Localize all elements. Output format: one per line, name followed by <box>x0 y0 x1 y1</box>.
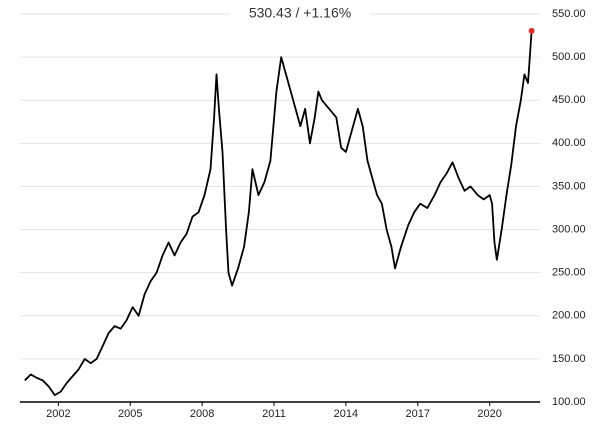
x-tick-label: 2017 <box>406 408 430 420</box>
x-tick-label: 2020 <box>477 408 501 420</box>
x-tick-label: 2002 <box>46 408 70 420</box>
last-point <box>528 27 535 34</box>
chart-title: 530.43 / +1.16% <box>249 5 351 21</box>
y-tick-label: 150.00 <box>552 353 586 365</box>
y-tick-label: 550.00 <box>552 8 586 20</box>
y-tick-label: 500.00 <box>552 51 586 63</box>
y-tick-label: 100.00 <box>552 396 586 408</box>
y-tick-label: 400.00 <box>552 137 586 149</box>
price-line <box>24 30 533 397</box>
title-bg <box>230 4 370 24</box>
y-tick-label: 350.00 <box>552 180 586 192</box>
x-tick-label: 2011 <box>262 408 286 420</box>
y-tick-label: 200.00 <box>552 310 586 322</box>
x-tick-label: 2008 <box>190 408 214 420</box>
x-tick-label: 2005 <box>118 408 142 420</box>
y-tick-label: 450.00 <box>552 94 586 106</box>
y-tick-label: 300.00 <box>552 223 586 235</box>
x-tick-label: 2014 <box>334 408 358 420</box>
y-tick-label: 250.00 <box>552 267 586 279</box>
